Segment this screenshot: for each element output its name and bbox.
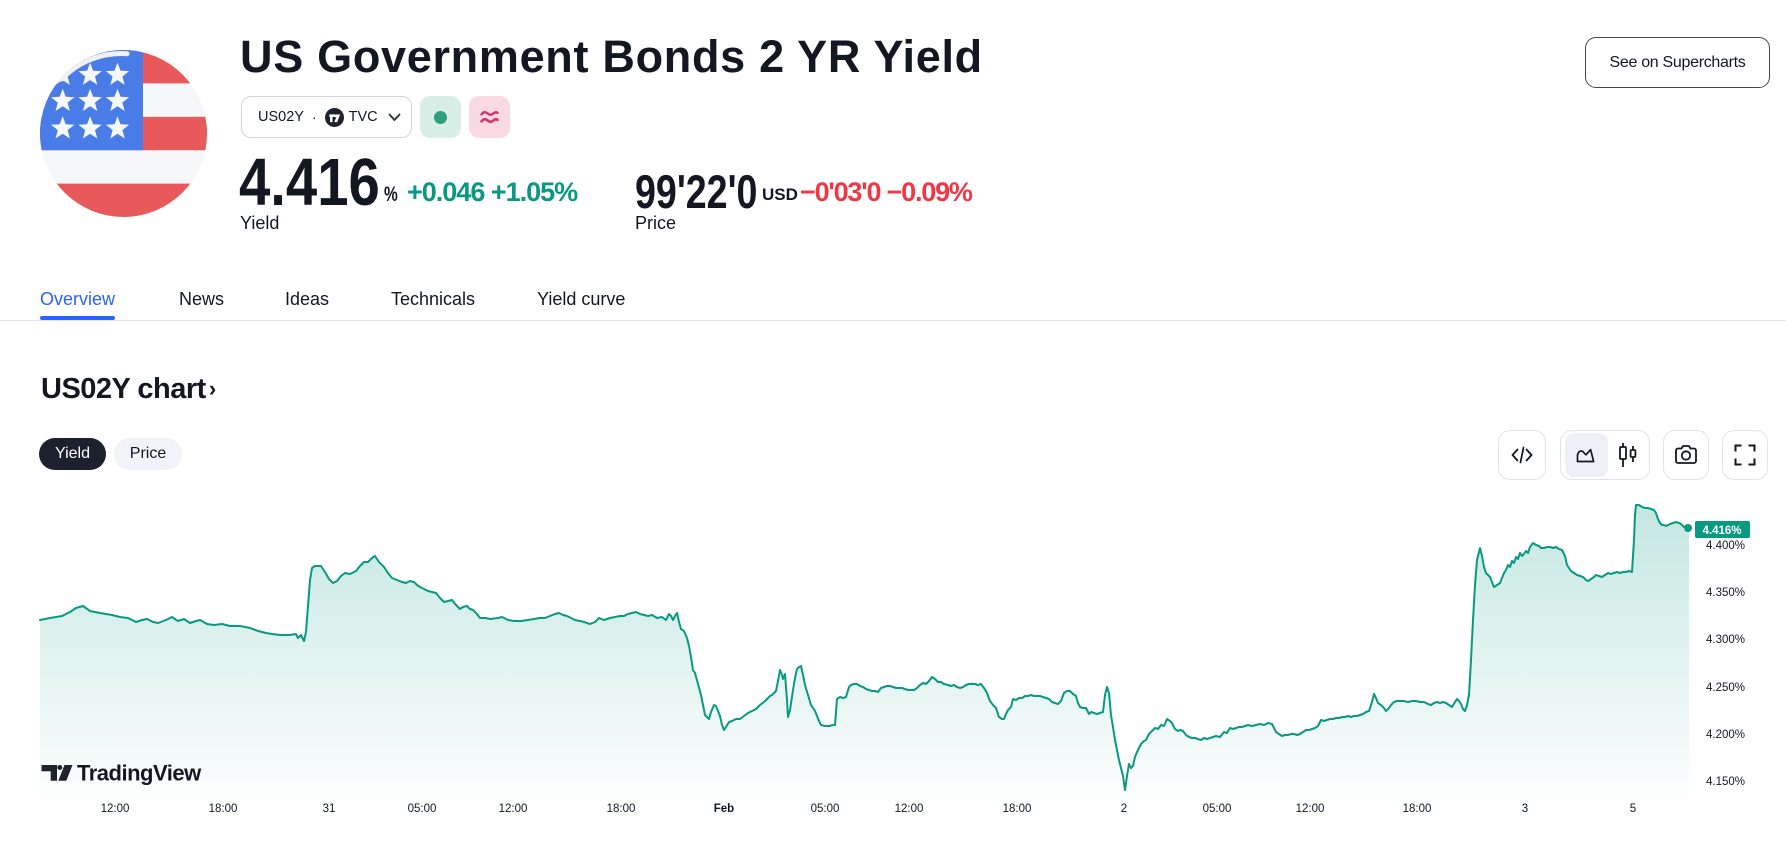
svg-text:05:00: 05:00 [408, 803, 437, 815]
svg-text:4.150%: 4.150% [1706, 776, 1745, 788]
svg-text:4.250%: 4.250% [1706, 682, 1745, 694]
svg-text:Feb: Feb [714, 803, 734, 815]
svg-text:18:00: 18:00 [209, 803, 238, 815]
svg-text:18:00: 18:00 [1403, 803, 1432, 815]
svg-text:2: 2 [1121, 803, 1127, 815]
svg-text:12:00: 12:00 [101, 803, 130, 815]
svg-text:4.200%: 4.200% [1706, 729, 1745, 741]
svg-text:4.350%: 4.350% [1706, 587, 1745, 599]
svg-text:4.400%: 4.400% [1706, 540, 1745, 552]
svg-text:05:00: 05:00 [811, 803, 840, 815]
svg-text:18:00: 18:00 [607, 803, 636, 815]
svg-text:TradingView: TradingView [77, 761, 202, 786]
svg-text:31: 31 [323, 803, 336, 815]
svg-text:12:00: 12:00 [499, 803, 528, 815]
svg-text:5: 5 [1630, 803, 1636, 815]
svg-text:4.416%: 4.416% [1702, 525, 1741, 537]
svg-text:3: 3 [1522, 803, 1528, 815]
svg-text:12:00: 12:00 [895, 803, 924, 815]
svg-text:12:00: 12:00 [1296, 803, 1325, 815]
svg-text:4.300%: 4.300% [1706, 634, 1745, 646]
svg-text:18:00: 18:00 [1003, 803, 1032, 815]
svg-text:05:00: 05:00 [1203, 803, 1232, 815]
